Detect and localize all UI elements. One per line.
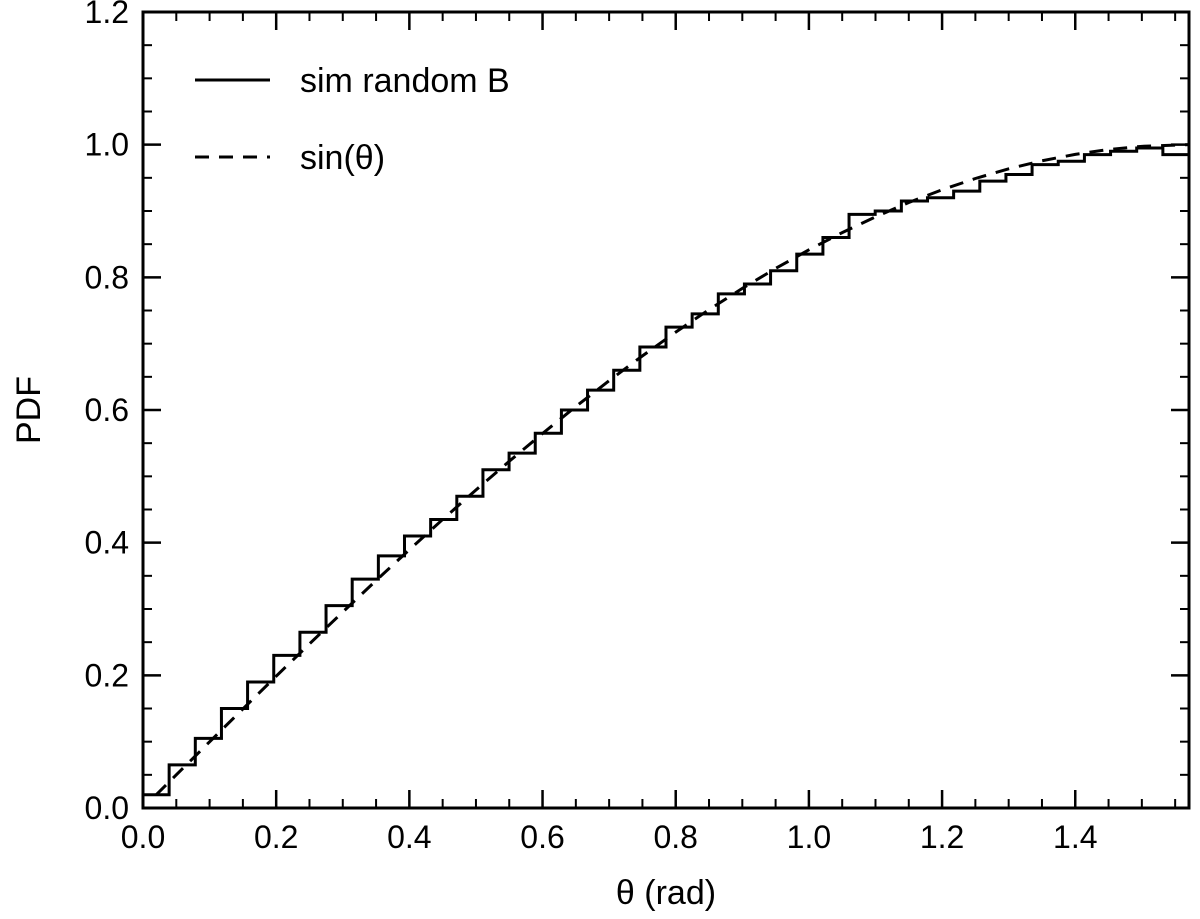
- y-tick-label: 0.4: [85, 525, 129, 561]
- y-tick-label: 0.8: [85, 259, 129, 295]
- x-tick-label: 0.8: [653, 819, 697, 855]
- tick-labels: 0.0 0.2 0.4 0.6 0.8 1.0 1.2 1.4 0.0 0.2 0.4 0.6 0.8 1…: [85, 0, 1098, 855]
- x-tick-label: 0.6: [520, 819, 564, 855]
- y-axis-label: PDF: [10, 376, 48, 444]
- y-tick-label: 0.2: [85, 657, 129, 693]
- axis-ticks: [141, 10, 1189, 810]
- x-tick-label: 1.0: [787, 819, 831, 855]
- x-tick-label: 0.0: [121, 819, 165, 855]
- series-sim-random-b: [141, 146, 1189, 808]
- plot-frame: [141, 10, 1191, 810]
- x-axis-label: θ (rad): [616, 874, 716, 912]
- y-tick-label: 1.0: [85, 127, 129, 163]
- plot-series: [141, 143, 1190, 808]
- x-tick-label: 1.4: [1053, 819, 1097, 855]
- legend-label-sim-random-b: sim random B: [300, 62, 510, 100]
- legend: sim random B sin(θ): [195, 62, 510, 177]
- x-tick-label: 1.2: [920, 819, 964, 855]
- y-tick-label: 1.2: [85, 0, 129, 30]
- x-tick-label: 0.4: [387, 819, 431, 855]
- y-tick-label: 0.6: [85, 392, 129, 428]
- y-tick-label: 0.0: [85, 790, 129, 826]
- series-sin-theta: [154, 143, 1190, 797]
- legend-label-sin-theta: sin(θ): [300, 139, 385, 177]
- x-tick-label: 0.2: [254, 819, 298, 855]
